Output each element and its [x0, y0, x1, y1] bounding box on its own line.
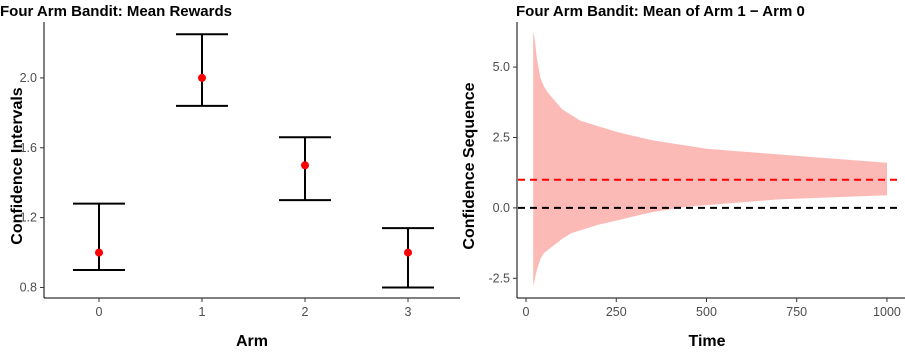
y-tick-label: 2.0 — [20, 71, 37, 85]
y-tick-label: 1.2 — [20, 211, 37, 225]
y-tick-label: 0.0 — [493, 201, 510, 215]
confidence-sequence-chart: Four Arm Bandit: Mean of Arm 1 − Arm 0 T… — [461, 3, 905, 350]
mean-point — [301, 161, 309, 170]
x-tick-label: 500 — [696, 305, 717, 319]
y-tick-label: 2.5 — [493, 130, 510, 144]
left-chart-title: Four Arm Bandit: Mean Rewards — [0, 3, 232, 20]
y-tick-label: 1.6 — [20, 141, 37, 155]
mean-point — [404, 248, 412, 257]
mean-rewards-chart: Four Arm Bandit: Mean Rewards Arm Confid… — [0, 3, 460, 350]
left-axis-ticks: 0.8 1.2 1.6 2.0 0 1 2 3 — [20, 71, 412, 319]
left-x-axis-title: Arm — [236, 333, 268, 350]
x-tick-label: 0 — [96, 305, 103, 319]
mean-point — [198, 73, 206, 82]
y-tick-label: -2.5 — [488, 271, 510, 285]
mean-point — [95, 248, 103, 257]
left-y-axis-title: Confidence Intervals — [9, 87, 26, 244]
right-x-axis-title: Time — [688, 333, 725, 350]
x-tick-label: 1 — [199, 305, 206, 319]
y-tick-label: 5.0 — [493, 60, 510, 74]
x-tick-label: 750 — [786, 305, 807, 319]
x-tick-label: 0 — [523, 305, 530, 319]
y-tick-label: 0.8 — [20, 281, 37, 295]
x-tick-label: 1000 — [873, 305, 901, 319]
left-error-bars — [73, 33, 434, 289]
x-tick-label: 3 — [405, 305, 412, 319]
x-tick-label: 2 — [302, 305, 309, 319]
confidence-band — [533, 30, 887, 287]
right-plot-area — [518, 30, 902, 287]
right-axis-ticks: -2.5 0.0 2.5 5.0 0 250 500 750 1000 — [488, 60, 900, 319]
right-chart-title: Four Arm Bandit: Mean of Arm 1 − Arm 0 — [516, 3, 805, 20]
x-tick-label: 250 — [606, 305, 627, 319]
right-y-axis-title: Confidence Sequence — [461, 82, 478, 249]
